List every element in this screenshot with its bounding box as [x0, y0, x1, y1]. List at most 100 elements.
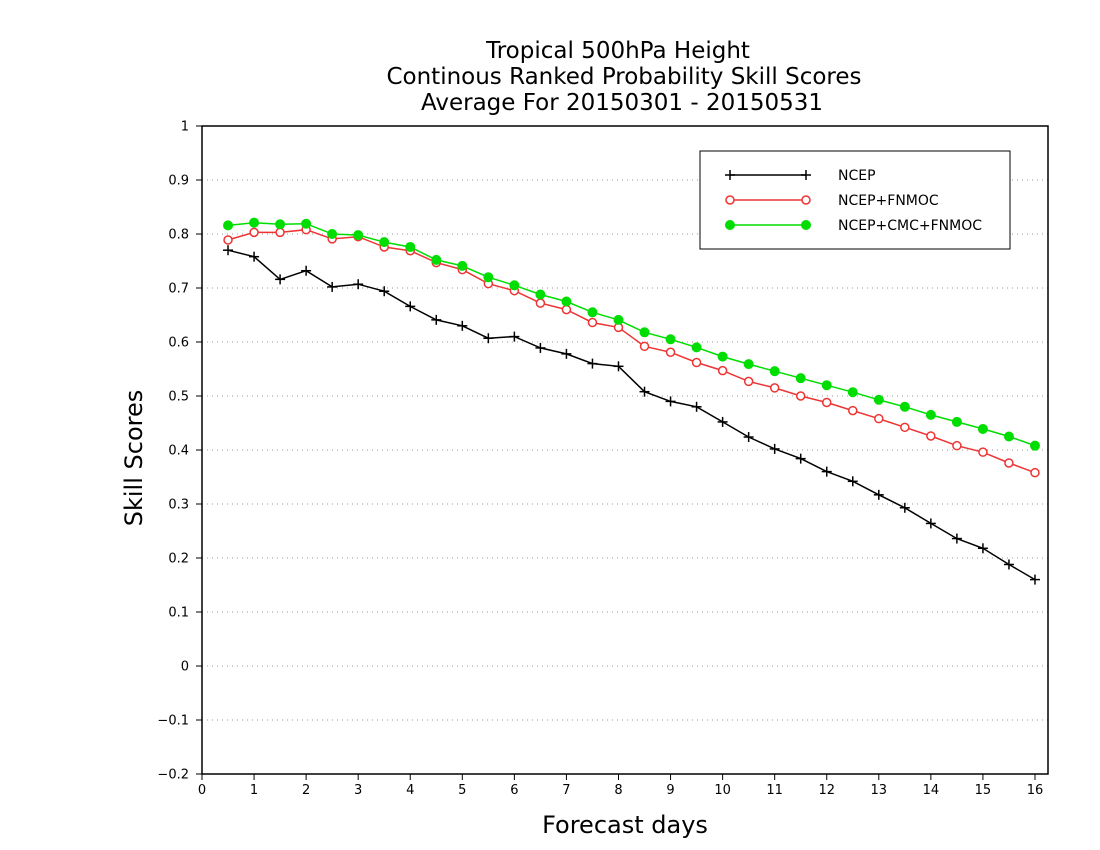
data-point — [769, 443, 780, 454]
x-tick-label: 0 — [198, 783, 206, 798]
data-point — [665, 396, 676, 407]
series-ncep-cmc-fnmoc — [223, 217, 1040, 451]
data-point — [821, 466, 832, 477]
data-point — [327, 229, 338, 239]
x-tick-label: 2 — [302, 783, 310, 798]
data-point — [405, 301, 416, 312]
data-point — [977, 423, 988, 434]
data-point — [223, 245, 234, 256]
series-ncep — [223, 245, 1040, 585]
x-tick-label: 3 — [354, 783, 362, 798]
data-point — [691, 342, 702, 353]
data-point — [848, 405, 858, 416]
data-point — [801, 170, 811, 180]
data-point — [795, 453, 806, 464]
data-point — [301, 265, 312, 276]
data-point — [483, 333, 494, 344]
data-point — [587, 317, 598, 328]
data-point — [899, 401, 910, 412]
data-point — [301, 218, 312, 229]
data-point — [275, 274, 286, 285]
data-point — [275, 227, 285, 238]
y-tick-label: 0.7 — [168, 282, 189, 297]
y-tick-label: 0.6 — [168, 336, 189, 351]
x-tick-label: 14 — [923, 783, 940, 798]
data-point — [327, 281, 338, 292]
data-point — [561, 296, 572, 307]
data-point — [743, 432, 754, 443]
data-point — [717, 416, 728, 427]
data-point — [587, 307, 598, 318]
legend-label: NCEP+CMC+FNMOC — [838, 218, 982, 234]
data-point — [483, 272, 494, 283]
data-point — [639, 341, 650, 352]
data-point — [801, 220, 811, 230]
x-tick-label: 8 — [614, 783, 622, 798]
data-point — [639, 386, 650, 397]
data-point — [725, 220, 735, 230]
data-point — [821, 380, 832, 391]
data-point — [665, 347, 676, 358]
series-ncep-fnmoc — [223, 224, 1040, 478]
x-tick-label: 9 — [666, 783, 674, 798]
data-point — [1029, 574, 1040, 585]
chart-title: Tropical 500hPa Height Continous Ranked … — [386, 38, 861, 116]
data-point — [353, 230, 364, 241]
data-point — [691, 401, 702, 412]
y-tick-label: 0.5 — [168, 390, 189, 405]
y-tick-label: 0.8 — [168, 228, 189, 243]
data-point — [725, 195, 735, 205]
data-point — [926, 431, 936, 441]
series-line — [227, 249, 1036, 581]
data-point — [978, 447, 988, 457]
data-point — [275, 219, 286, 230]
data-point — [1030, 467, 1040, 478]
data-point — [431, 314, 442, 325]
data-point — [1029, 440, 1040, 451]
data-point — [899, 502, 910, 513]
data-point — [379, 237, 390, 248]
data-point — [900, 422, 910, 433]
x-tick-label: 5 — [458, 783, 466, 798]
data-point — [353, 279, 364, 290]
data-point — [535, 289, 546, 300]
data-point — [509, 280, 520, 291]
data-point — [801, 195, 811, 205]
data-point — [873, 489, 884, 500]
data-point — [249, 217, 260, 228]
x-tick-label: 6 — [510, 783, 518, 798]
x-tick-label: 11 — [766, 783, 783, 798]
legend-items: NCEP NCEP+FNMOC NCEP+CMC+FNMOC — [725, 168, 982, 234]
x-tick-label: 1 — [250, 783, 258, 798]
legend: NCEP NCEP+FNMOC NCEP+CMC+FNMOC — [699, 150, 1011, 250]
legend-item: NCEP+FNMOC — [725, 193, 939, 209]
x-tick-label: 10 — [714, 783, 731, 798]
y-tick-label: 0.9 — [168, 174, 189, 189]
data-point — [874, 413, 884, 424]
y-tick-label: 1 — [181, 120, 189, 135]
data-point — [769, 383, 780, 393]
data-point — [951, 416, 962, 427]
x-tick-label: 12 — [818, 783, 835, 798]
data-point — [821, 397, 832, 408]
data-point — [952, 440, 962, 451]
data-point — [457, 260, 468, 271]
data-point — [223, 235, 233, 245]
data-point — [925, 409, 936, 420]
data-point — [795, 373, 806, 384]
y-tick-label: 0.4 — [168, 444, 189, 459]
x-tick-label: 7 — [562, 783, 570, 798]
data-point — [847, 387, 858, 398]
data-point — [951, 533, 962, 544]
data-point — [847, 476, 858, 487]
title-line-1: Tropical 500hPa Height — [485, 38, 750, 64]
legend-item: NCEP — [725, 168, 876, 184]
y-axis-label: Skill Scores — [120, 390, 148, 527]
data-point — [795, 391, 806, 401]
x-tick-label: 16 — [1027, 783, 1044, 798]
axis-ticks: −0.2−0.100.10.20.30.40.50.60.70.80.910 1 2… — [157, 120, 1043, 799]
series-layer — [223, 217, 1040, 585]
data-point — [613, 314, 624, 325]
data-point — [613, 361, 624, 372]
